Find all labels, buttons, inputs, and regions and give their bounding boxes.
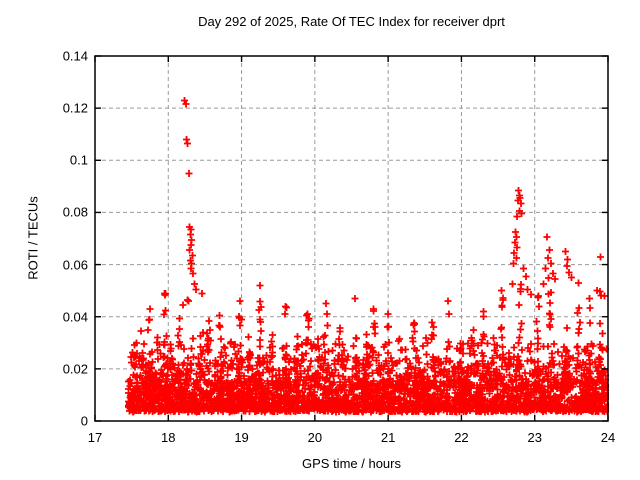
- y-tick-label: 0.1: [69, 152, 88, 168]
- x-tick-label: 22: [454, 430, 469, 445]
- chart-title: Day 292 of 2025, Rate Of TEC Index for r…: [198, 14, 505, 29]
- y-tick-label: 0.12: [62, 100, 88, 116]
- y-tick-label: 0: [80, 413, 88, 429]
- x-tick-label: 23: [527, 430, 542, 445]
- y-tick-label: 0.14: [62, 48, 88, 64]
- y-tick-label: 0.04: [62, 309, 88, 325]
- scatter-points: [125, 97, 609, 416]
- x-tick-label: 19: [234, 430, 249, 445]
- x-tick-label: 21: [380, 430, 396, 445]
- y-tick-label: 0.08: [62, 204, 88, 220]
- x-tick-label: 18: [161, 430, 176, 445]
- x-tick-label: 17: [87, 430, 103, 445]
- x-axis-label: GPS time / hours: [302, 456, 401, 471]
- y-tick-label: 0.02: [62, 361, 88, 377]
- x-tick-label: 24: [600, 430, 616, 445]
- x-tick-label: 20: [307, 430, 323, 445]
- y-tick-label: 0.06: [62, 257, 88, 273]
